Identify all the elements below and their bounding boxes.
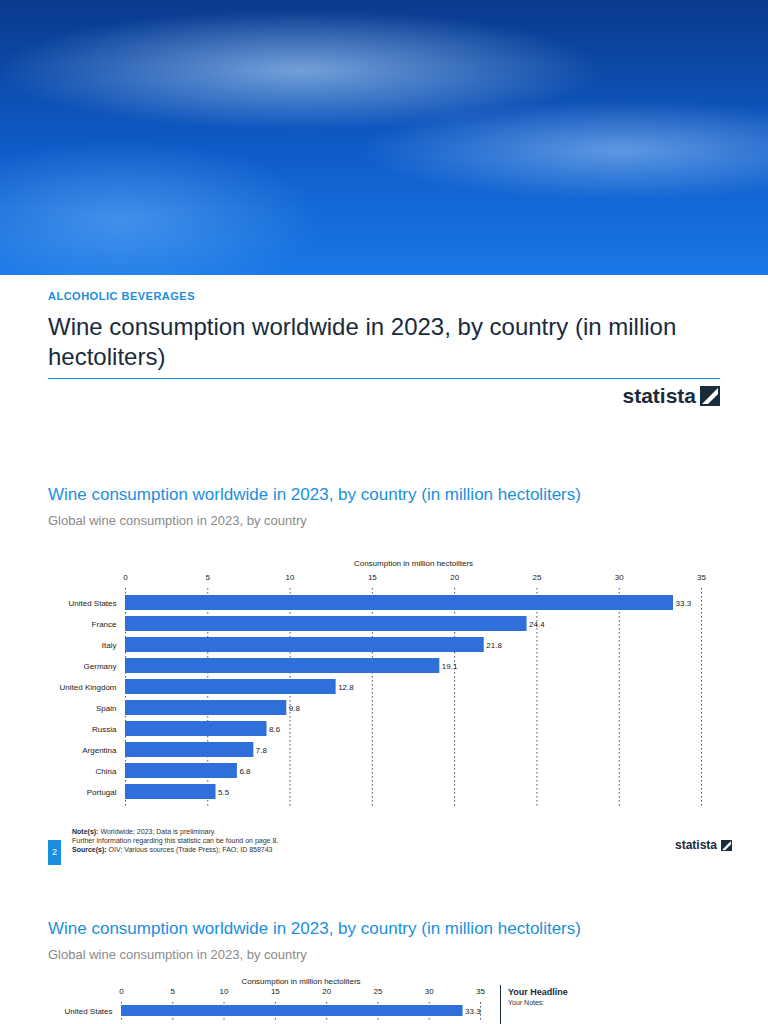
svg-text:20: 20 [450,573,459,582]
svg-text:0: 0 [119,987,124,996]
svg-text:Italy: Italy [102,641,117,650]
html-text:Further information regarding: Further information regarding this stati… [72,837,279,844]
svg-text:Portugal: Portugal [87,788,117,797]
html-text:ALCOHOLIC BEVERAGES: ALCOHOLIC BEVERAGES [48,290,195,302]
html-text:Global wine consumption in 202: Global wine consumption in 2023, by coun… [48,947,307,962]
html-text:Source(s): OIV; Various source: Source(s): OIV; Various sources (Trade P… [72,846,273,853]
svg-text:35: 35 [476,987,485,996]
html-text:Note(s): Worldwide; 2023; Data: Note(s): Worldwide; 2023; Data is prelim… [72,828,216,835]
svg-text:9.8: 9.8 [289,704,301,713]
svg-text:15: 15 [271,987,280,996]
svg-text:25: 25 [373,987,382,996]
svg-text:United Kingdom: United Kingdom [60,683,117,692]
svg-text:United States: United States [68,599,116,608]
html-text:statista: statista [675,838,717,852]
svg-text:7.8: 7.8 [256,746,268,755]
svg-text:35: 35 [697,573,706,582]
svg-text:15: 15 [368,573,377,582]
svg-text:United States: United States [64,1007,112,1016]
svg-text:19.1: 19.1 [442,662,458,671]
html-text:statista: statista [622,384,696,407]
svg-text:24.4: 24.4 [529,620,545,629]
svg-text:33.3: 33.3 [676,599,692,608]
svg-text:5: 5 [206,573,211,582]
html-text:Global wine consumption in 202: Global wine consumption in 2023, by coun… [48,513,307,528]
svg-text:30: 30 [425,987,434,996]
svg-text:Consumption in million hectoli: Consumption in million hectoliters [354,559,473,568]
svg-text:Spain: Spain [96,704,116,713]
svg-text:Argentina: Argentina [82,746,117,755]
svg-text:25: 25 [532,573,541,582]
svg-text:China: China [96,767,117,776]
svg-text:Germany: Germany [84,662,117,671]
svg-text:0: 0 [123,573,128,582]
svg-text:20: 20 [322,987,331,996]
svg-text:10: 10 [286,573,295,582]
svg-text:Consumption in million hectoli: Consumption in million hectoliters [241,977,360,986]
html-text:2: 2 [52,847,57,857]
svg-text:5: 5 [171,987,176,996]
html-text:Wine consumption worldwide in: Wine consumption worldwide in 2023, by c… [48,313,677,370]
svg-text:30: 30 [615,573,624,582]
svg-text:21.8: 21.8 [486,641,502,650]
svg-text:France: France [92,620,117,629]
html-text:Your Headline: Your Headline [508,987,568,997]
html-text:Wine consumption worldwide in: Wine consumption worldwide in 2023, by c… [48,485,581,504]
svg-text:8.6: 8.6 [269,725,281,734]
svg-text:12.8: 12.8 [338,683,354,692]
html-text:Your Notes:: Your Notes: [508,999,545,1006]
svg-text:33.3: 33.3 [465,1007,481,1016]
html-text:Wine consumption worldwide in: Wine consumption worldwide in 2023, by c… [48,919,581,938]
svg-text:Russia: Russia [92,725,117,734]
svg-text:10: 10 [220,987,229,996]
svg-text:5.5: 5.5 [218,788,230,797]
svg-text:6.8: 6.8 [239,767,251,776]
